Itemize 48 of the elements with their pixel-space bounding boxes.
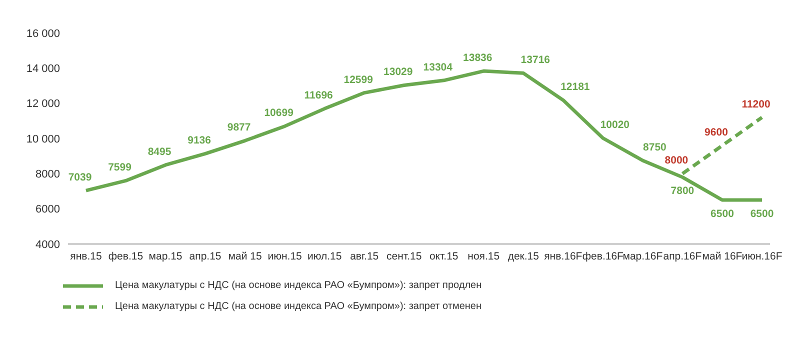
data-label: 7800 — [670, 185, 694, 198]
x-tick-label: май 15 — [228, 250, 262, 262]
data-label: 10020 — [600, 119, 630, 132]
y-tick-label: 4000 — [36, 238, 60, 251]
data-label: 11696 — [304, 90, 334, 102]
x-tick-label: ноя.15 — [468, 250, 500, 262]
x-tick-label: сент.15 — [386, 250, 422, 262]
x-tick-label: апр.16F — [663, 250, 702, 262]
data-label: 8495 — [148, 146, 172, 158]
data-label: 10699 — [264, 107, 294, 120]
data-label: 12181 — [560, 81, 590, 94]
legend-label: Цена макулатуры с НДС (на основе индекса РАО «Бумпром»): запрет продлен — [115, 280, 482, 291]
data-label: 9877 — [227, 122, 251, 134]
data-label: 6500 — [750, 208, 774, 220]
y-tick-label: 6000 — [36, 204, 60, 216]
data-label: 13029 — [384, 66, 413, 78]
x-tick-label: апр.15 — [189, 250, 222, 262]
y-tick-label: 10 000 — [26, 133, 60, 146]
y-tick-label: 12 000 — [26, 98, 60, 110]
data-label: 13836 — [463, 52, 492, 64]
x-tick-label: янв.16F — [544, 250, 582, 262]
y-tick-label: 16 000 — [26, 28, 60, 40]
data-label: 13716 — [520, 54, 550, 66]
y-tick-label: 8000 — [36, 168, 60, 181]
x-tick-label: июл.15 — [307, 250, 342, 262]
data-label: 8750 — [643, 141, 667, 154]
legend-label: Цена макулатуры с НДС (на основе индекса РАО «Бумпром»): запрет отменен — [115, 301, 482, 312]
data-label: 6500 — [710, 208, 734, 220]
x-tick-label: мар.16F — [622, 250, 663, 262]
data-label: 7599 — [108, 162, 132, 174]
data-label: 9600 — [704, 126, 728, 139]
data-label: 8000 — [664, 154, 688, 167]
x-tick-label: дек.15 — [508, 250, 540, 262]
x-tick-label: янв.15 — [70, 250, 102, 262]
x-tick-label: окт.15 — [429, 250, 458, 262]
x-tick-label: июн.16F — [742, 250, 782, 262]
x-tick-label: авг.15 — [350, 250, 379, 262]
x-tick-label: июн.15 — [268, 250, 302, 262]
x-tick-label: мар.15 — [148, 250, 182, 262]
data-label: 13304 — [423, 61, 453, 74]
x-tick-label: фев.16F — [582, 250, 624, 262]
data-label: 7039 — [68, 172, 92, 184]
x-tick-label: фев.15 — [108, 250, 144, 262]
data-label: 11200 — [742, 98, 770, 110]
y-tick-label: 14 000 — [26, 63, 60, 76]
data-label: 9136 — [188, 134, 212, 147]
x-tick-label: май 16F — [702, 250, 742, 262]
data-label: 12599 — [344, 74, 374, 86]
